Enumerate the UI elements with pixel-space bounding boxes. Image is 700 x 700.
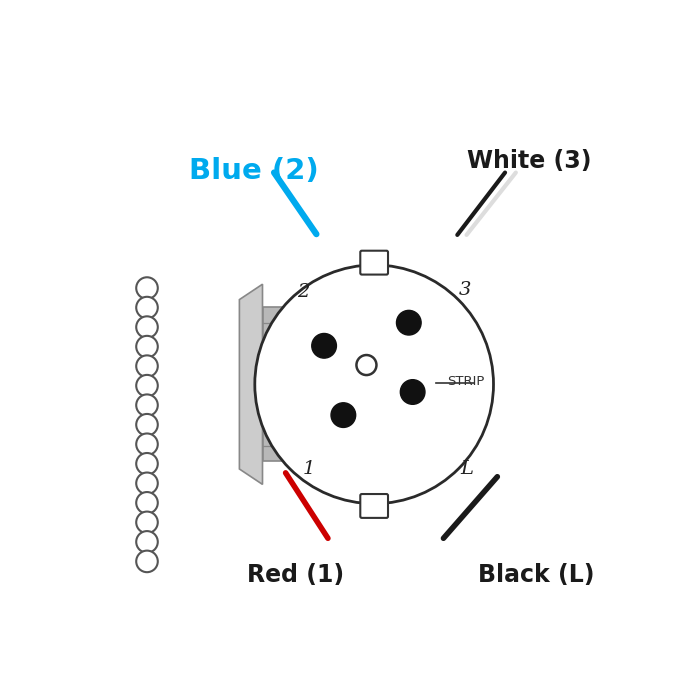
- Circle shape: [136, 336, 158, 358]
- Bar: [336, 342, 357, 426]
- Text: Blue (2): Blue (2): [189, 157, 319, 185]
- Text: Red (1): Red (1): [247, 563, 344, 587]
- FancyBboxPatch shape: [360, 494, 388, 518]
- Circle shape: [136, 394, 158, 416]
- Text: 2: 2: [297, 283, 309, 301]
- Circle shape: [136, 492, 158, 514]
- Circle shape: [136, 512, 158, 533]
- FancyBboxPatch shape: [360, 251, 388, 274]
- Circle shape: [136, 356, 158, 377]
- Circle shape: [136, 453, 158, 475]
- Circle shape: [136, 316, 158, 338]
- Circle shape: [136, 531, 158, 553]
- Circle shape: [396, 310, 421, 335]
- Text: 3: 3: [458, 281, 471, 300]
- Polygon shape: [239, 284, 262, 484]
- Circle shape: [136, 277, 158, 299]
- Text: L: L: [460, 460, 473, 478]
- Bar: [262, 307, 336, 461]
- Text: STRIP: STRIP: [447, 375, 484, 388]
- Circle shape: [136, 414, 158, 435]
- Circle shape: [136, 473, 158, 494]
- Circle shape: [356, 355, 377, 375]
- Text: Black (L): Black (L): [478, 563, 594, 587]
- Circle shape: [400, 379, 425, 405]
- Circle shape: [331, 402, 356, 428]
- Circle shape: [136, 551, 158, 572]
- Circle shape: [312, 333, 337, 358]
- Circle shape: [136, 433, 158, 455]
- Circle shape: [255, 265, 494, 504]
- Circle shape: [136, 297, 158, 319]
- Circle shape: [136, 375, 158, 396]
- Text: White (3): White (3): [466, 150, 591, 174]
- Text: 1: 1: [302, 460, 315, 478]
